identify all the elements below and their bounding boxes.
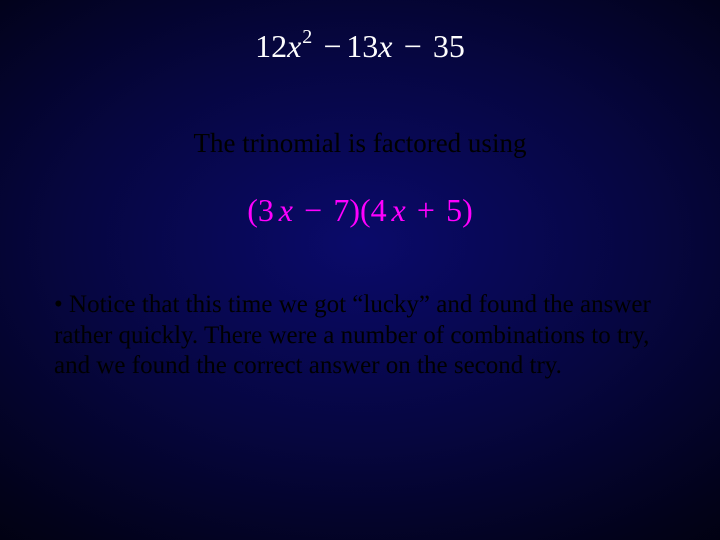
const-1: 35: [433, 28, 465, 64]
statement-text: The trinomial is factored using: [0, 128, 720, 159]
fvar-1: x: [279, 192, 293, 228]
bullet-paragraph: • Notice that this time we got “lucky” a…: [54, 290, 666, 382]
bullet-text: Notice that this time we got “lucky” and…: [54, 291, 651, 379]
op-1: −: [323, 28, 341, 64]
fop-1: −: [304, 192, 322, 228]
coef-1: 12: [255, 28, 287, 64]
formula-factored: (3x−7)(4x+5): [0, 192, 720, 229]
fvar-2: x: [391, 192, 405, 228]
open-1: (3: [247, 192, 274, 228]
var-1: x: [287, 28, 301, 64]
bullet-marker: •: [54, 291, 63, 318]
fconst-1: 7)(4: [333, 192, 386, 228]
var-2: x: [378, 28, 392, 64]
fconst-2: 5): [446, 192, 473, 228]
op-2: −: [404, 28, 422, 64]
coef-2: 13: [346, 28, 378, 64]
fop-2: +: [417, 192, 435, 228]
formula-trinomial: 12x2−13x−35: [0, 28, 720, 65]
slide: 12x2−13x−35 The trinomial is factored us…: [0, 0, 720, 540]
exponent-1: 2: [302, 26, 312, 48]
